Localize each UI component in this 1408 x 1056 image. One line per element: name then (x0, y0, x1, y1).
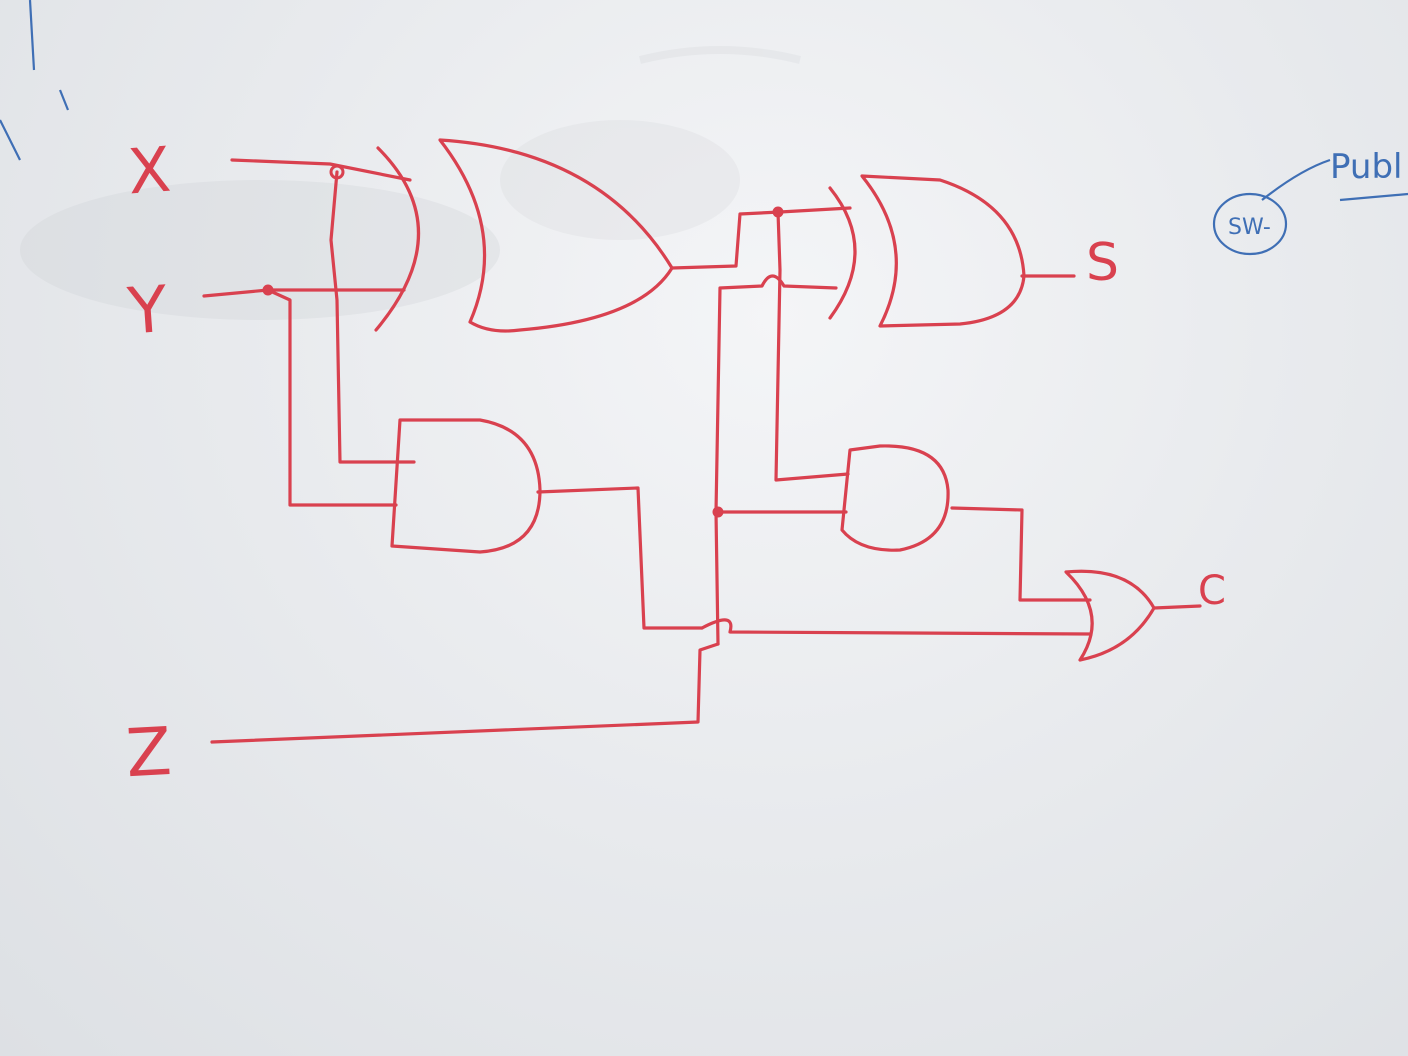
wire-z-input (210, 642, 720, 744)
and-gate-1 (390, 418, 542, 554)
wire-y-to-and1 (266, 288, 398, 507)
circled-note (1212, 192, 1288, 256)
wire-x-input (230, 158, 412, 182)
output-labels: S C (1086, 233, 1226, 614)
input-label-y: Y (125, 273, 171, 350)
output-label-c: C (1198, 568, 1226, 614)
note-circled-text: SW- (1228, 215, 1271, 240)
gates (374, 138, 1156, 662)
wire-xor1-to-and2 (774, 210, 850, 482)
note-pointer-line (1261, 158, 1331, 201)
junction-dot-y (262, 284, 274, 296)
or-gate (1064, 569, 1156, 662)
margin-note: SW- Publ (0, 0, 1408, 256)
wire-xor1-output (670, 206, 852, 270)
junction-dot-x (329, 164, 345, 180)
wires (202, 158, 1202, 744)
input-label-z: Z (124, 713, 173, 792)
xor-gate-2 (828, 174, 1026, 328)
wire-z-to-xor2 (714, 274, 838, 646)
wire-or-output (1152, 604, 1202, 610)
note-text: Publ (1330, 147, 1402, 187)
wire-and2-output (950, 506, 1092, 602)
stray-blue-marks (0, 0, 70, 161)
board-smudges (20, 46, 801, 320)
output-label-s: S (1086, 233, 1119, 293)
input-label-x: X (126, 133, 173, 209)
wire-x-to-and1 (329, 170, 416, 464)
and-gate-2 (840, 444, 950, 552)
wire-and1-output (536, 486, 704, 630)
junction-dots (262, 164, 784, 518)
xor-gate-1 (374, 138, 674, 333)
junction-dot-z (712, 506, 724, 518)
junction-dot-xor1-out (772, 206, 784, 218)
note-underline (1339, 192, 1408, 202)
wire-crossing-hop (700, 618, 1092, 636)
input-labels: X Y Z (124, 133, 173, 793)
